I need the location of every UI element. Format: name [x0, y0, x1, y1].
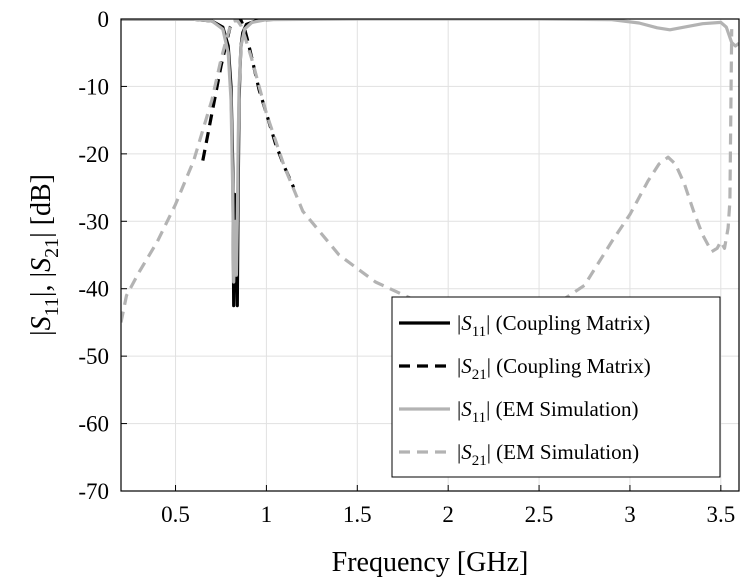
y-tick-label: -10	[78, 74, 109, 99]
x-tick-label: 3	[624, 502, 636, 527]
y-tick-label: -20	[78, 142, 109, 167]
x-tick-label: 1	[261, 502, 273, 527]
legend-entry-3: |S11| (EM Simulation)	[457, 397, 639, 426]
legend: |S11| (Coupling Matrix) |S21| (Coupling M…	[391, 296, 721, 478]
y-axis-label: |S11|, |S21| [dB]	[26, 174, 63, 336]
y-tick-label: 0	[98, 7, 110, 32]
series-line-3	[121, 19, 739, 284]
y-tick-label: -50	[78, 344, 109, 369]
x-tick-label: 2.5	[525, 502, 554, 527]
y-tick-label: -30	[78, 209, 109, 234]
legend-entry-1: |S11| (Coupling Matrix)	[457, 311, 650, 340]
x-tick-label: 1.5	[343, 502, 372, 527]
legend-box	[391, 296, 721, 478]
y-tick-label: -40	[78, 277, 109, 302]
x-axis-label: Frequency [GHz]	[332, 547, 529, 578]
legend-entry-4: |S21| (EM Simulation)	[457, 440, 639, 469]
x-tick-label: 3.5	[706, 502, 735, 527]
legend-entry-2: |S21| (Coupling Matrix)	[457, 354, 651, 383]
x-tick-label: 0.5	[161, 502, 190, 527]
x-tick-label: 2	[442, 502, 454, 527]
y-tick-label: -70	[78, 479, 109, 504]
tick-labels: 0.5 1 1.5 2 2.5 3 3.5 0 -10 -20 -30 -40 -50 -60 -70	[78, 7, 735, 527]
y-tick-label: -60	[78, 412, 109, 437]
plot-frame	[120, 18, 740, 492]
